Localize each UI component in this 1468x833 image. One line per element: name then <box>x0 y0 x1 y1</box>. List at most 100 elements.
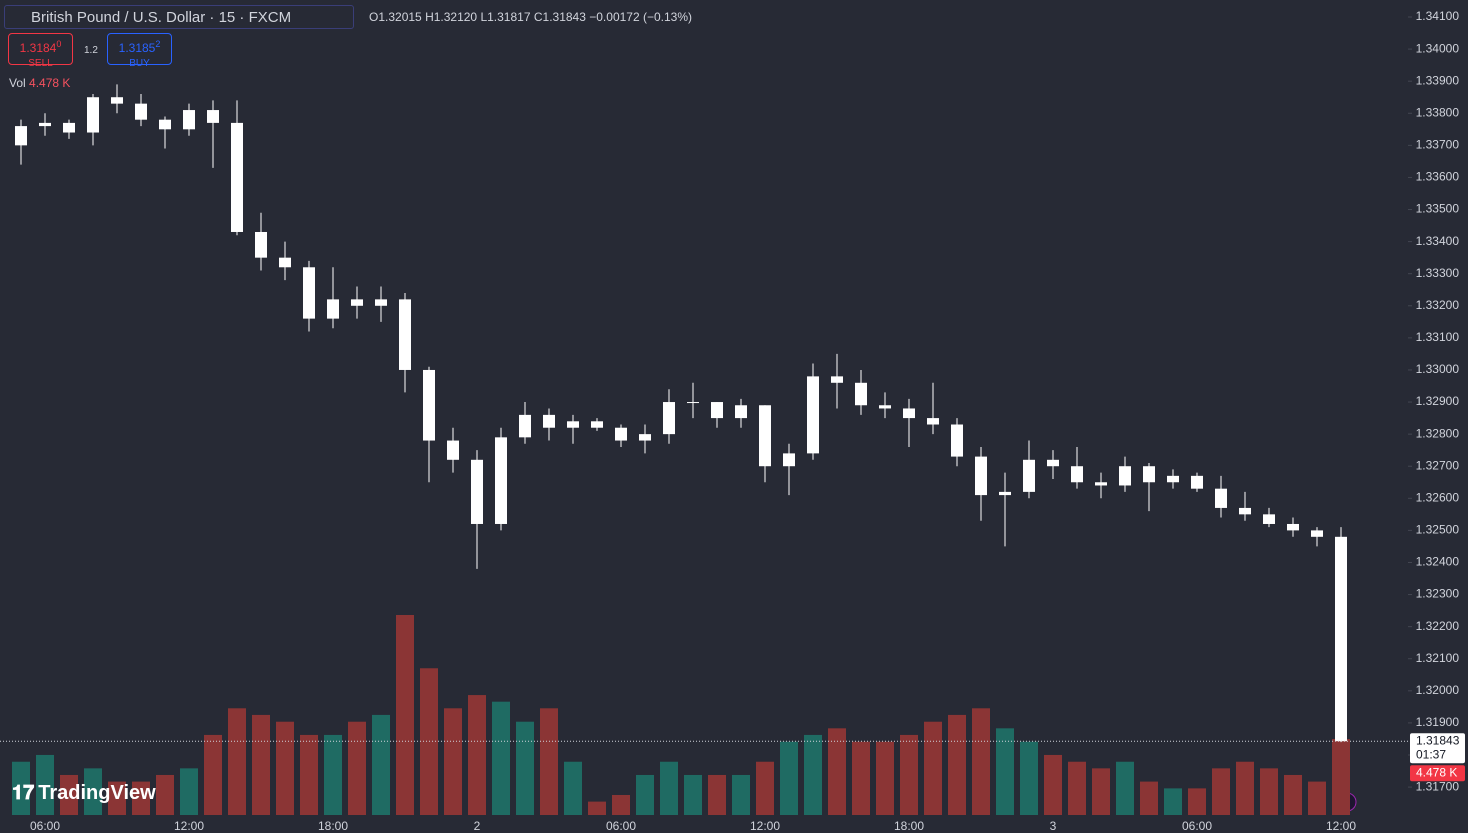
x-tick-label: 12:00 <box>174 819 204 833</box>
candle-body <box>591 421 603 428</box>
volume-bar <box>900 734 918 815</box>
y-tick-label: 1.31900 <box>1416 715 1460 729</box>
candle-body <box>1023 459 1035 492</box>
ohlc-close: C1.31843 <box>533 10 586 24</box>
candle-body <box>327 299 339 319</box>
last-price-badge <box>1410 733 1465 764</box>
volume-bar <box>180 768 198 815</box>
volume-bar <box>852 741 870 815</box>
volume-bar <box>228 708 246 815</box>
candle-body <box>87 97 99 133</box>
y-tick-label: 1.33300 <box>1416 266 1460 280</box>
volume-badge-label: 4.478 K <box>1416 765 1457 779</box>
x-tick-label: 2 <box>474 819 481 833</box>
sell-button[interactable]: 1.31840 SELL <box>8 33 73 69</box>
candle-body <box>807 376 819 454</box>
candle-body <box>543 414 555 428</box>
volume-bar <box>972 708 990 815</box>
volume-bar <box>60 774 78 815</box>
volume-bar <box>612 794 630 815</box>
x-tick-label: 18:00 <box>894 819 924 833</box>
volume-bar <box>540 708 558 815</box>
candle-body <box>519 414 531 438</box>
candle-body <box>447 440 459 460</box>
y-tick-label: 1.32100 <box>1416 651 1460 665</box>
volume-bar <box>924 721 942 815</box>
volume-bar <box>1140 781 1158 815</box>
candle-body <box>159 119 171 130</box>
candle-body <box>855 382 867 406</box>
y-tick-label: 1.33100 <box>1416 330 1460 344</box>
y-tick-label: 1.32500 <box>1416 523 1460 537</box>
countdown: 01:37 <box>1416 747 1446 761</box>
volume-bar <box>84 768 102 815</box>
candle-body <box>63 122 75 133</box>
candle-body <box>567 421 579 428</box>
candle-body <box>1239 507 1251 515</box>
price-axis-bg <box>1408 0 1468 833</box>
volume-bar <box>1020 741 1038 815</box>
buy-button[interactable]: 1.31852 BUY <box>107 33 172 69</box>
volume-bar <box>684 774 702 815</box>
candle-body <box>495 437 507 524</box>
volume-bar <box>444 708 462 815</box>
y-tick-label: 1.32700 <box>1416 458 1460 472</box>
candle-body <box>999 491 1011 496</box>
candle-body <box>1167 475 1179 483</box>
x-tick-label: 12:00 <box>750 819 780 833</box>
y-tick-label: 1.33500 <box>1416 202 1460 216</box>
candle-body <box>303 267 315 319</box>
candle-body <box>351 299 363 306</box>
volume-bar <box>396 615 414 815</box>
y-tick-label: 1.32400 <box>1416 555 1460 569</box>
candle-body <box>375 299 387 306</box>
x-tick-label: 06:00 <box>1182 819 1212 833</box>
volume-bar <box>1332 739 1350 815</box>
candle-body <box>711 402 723 419</box>
volume-bar <box>156 774 174 815</box>
volume-bar <box>12 761 30 815</box>
symbol-box[interactable]: British Pound / U.S. Dollar · 15 · FXCM <box>4 5 354 29</box>
candle-body <box>279 257 291 268</box>
volume-bar <box>324 734 342 815</box>
volume-bar <box>1068 761 1086 815</box>
candle-body <box>1191 475 1203 489</box>
sell-label: SELL <box>28 58 53 69</box>
candle-body <box>1311 530 1323 537</box>
volume-bar <box>36 754 54 815</box>
candle-body <box>879 405 891 409</box>
ohlc-change: −0.00172 (−0.13%) <box>589 10 692 24</box>
volume-bar <box>1092 768 1110 815</box>
candle-body <box>399 299 411 370</box>
volume-bar <box>660 761 678 815</box>
buy-pip: 2 <box>155 39 161 49</box>
volume-bar <box>732 774 750 815</box>
volume-bar <box>588 801 606 815</box>
ohlc-low: L1.31817 <box>480 10 531 24</box>
spread: 1.2 <box>84 45 98 56</box>
volume-bar <box>300 734 318 815</box>
y-tick-label: 1.32800 <box>1416 426 1460 440</box>
candle-body <box>183 110 195 130</box>
volume-bar <box>516 721 534 815</box>
y-tick-label: 1.34000 <box>1416 41 1460 55</box>
x-tick-label: 3 <box>1050 819 1057 833</box>
volume-bar <box>1212 768 1230 815</box>
x-tick-label: 12:00 <box>1326 819 1356 833</box>
y-tick-label: 1.32900 <box>1416 394 1460 408</box>
volume-bar <box>1116 761 1134 815</box>
volume-bar <box>108 781 126 815</box>
volume-badge <box>1410 765 1465 782</box>
volume-value: 4.478 K <box>29 76 71 90</box>
candle-body <box>111 97 123 104</box>
x-tick-label: 18:00 <box>318 819 348 833</box>
y-tick-label: 1.33200 <box>1416 298 1460 312</box>
candle-body <box>975 456 987 496</box>
candle-body <box>423 369 435 441</box>
candle-body <box>1071 466 1083 483</box>
y-tick-label: 1.33900 <box>1416 73 1460 87</box>
volume-bar <box>1164 788 1182 815</box>
candle-body <box>1263 514 1275 524</box>
y-tick-label: 1.33000 <box>1416 362 1460 376</box>
